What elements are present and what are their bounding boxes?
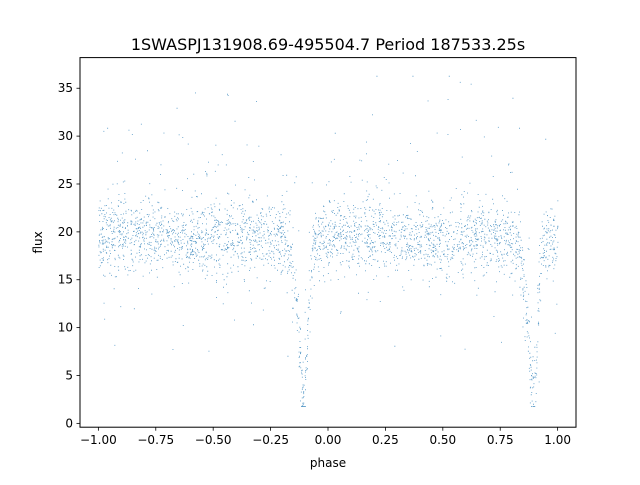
x-tick-label: −1.00 xyxy=(80,433,117,447)
y-tick-label: 10 xyxy=(58,321,73,335)
x-axis-ticks: −1.00 −0.75 −0.50 −0.25 0.00 0.25 0.50 0.75 1.00 xyxy=(80,427,571,447)
y-tick-label: 15 xyxy=(58,273,73,287)
x-tick-label: 0.50 xyxy=(429,433,456,447)
y-axis-ticks: 0 5 10 15 20 25 30 35 xyxy=(58,81,80,430)
x-tick-label: 0.00 xyxy=(315,433,342,447)
x-tick-label: −0.75 xyxy=(137,433,174,447)
x-tick-label: 0.75 xyxy=(487,433,514,447)
chart-title: 1SWASPJ131908.69-495504.7 Period 187533.… xyxy=(131,35,525,54)
x-tick-label: −0.50 xyxy=(195,433,232,447)
y-tick-label: 5 xyxy=(65,368,73,382)
y-tick-label: 20 xyxy=(58,225,73,239)
x-axis-label: phase xyxy=(310,456,346,470)
y-axis-label: flux xyxy=(31,231,45,253)
y-tick-label: 30 xyxy=(58,129,73,143)
y-tick-label: 35 xyxy=(58,81,73,95)
x-tick-label: 0.25 xyxy=(372,433,399,447)
y-tick-label: 0 xyxy=(65,416,73,430)
x-tick-label: 1.00 xyxy=(544,433,571,447)
y-tick-label: 25 xyxy=(58,177,73,191)
x-tick-label: −0.25 xyxy=(252,433,289,447)
